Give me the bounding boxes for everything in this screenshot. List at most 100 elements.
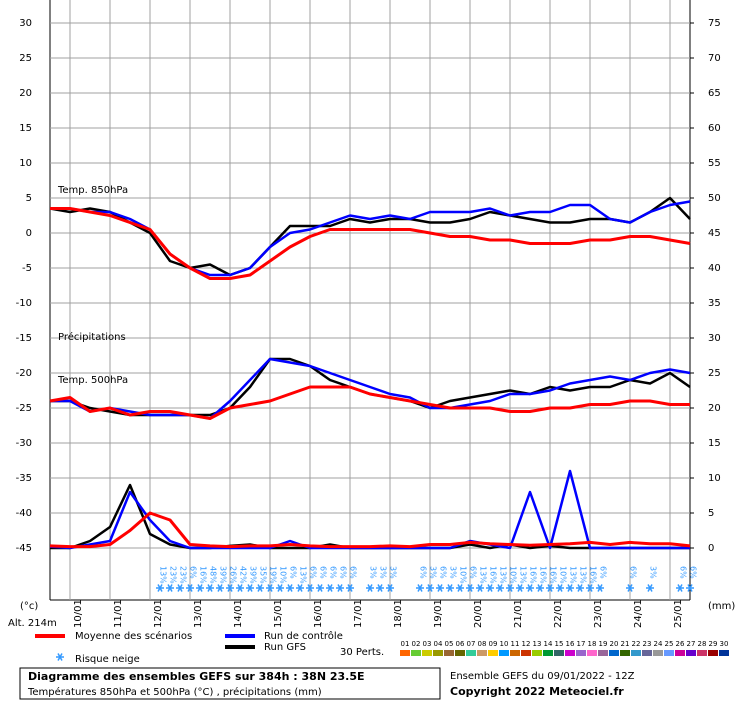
x-tick-label: 19/01 [433, 599, 444, 628]
snow-risk-label: 6% [349, 566, 358, 579]
snow-icon-ray [587, 584, 593, 592]
x-tick-label: 25/01 [673, 599, 684, 628]
precip-line [49, 511, 691, 549]
snow-icon [366, 584, 374, 592]
perturbation-label: 12 [522, 640, 531, 648]
snow-icon [176, 584, 184, 592]
y-unit: (°c) [20, 601, 38, 612]
snow-risk-label: 10% [509, 566, 518, 584]
snow-icon-ray [367, 584, 373, 592]
snow-risk-label: 10% [279, 566, 288, 584]
perturbation-label: 16 [566, 640, 575, 648]
y-tick-label: 25 [19, 53, 32, 64]
y2-tick-label: 65 [708, 88, 721, 99]
snow-icon-ray [517, 584, 523, 592]
y2-tick-label: 0 [708, 543, 714, 554]
perturbation-swatch [642, 650, 652, 656]
snow-risk-label: 6% [339, 566, 348, 579]
snow-icon-ray [567, 584, 573, 592]
legend-label: Run de contrôle [264, 630, 343, 642]
y2-unit: (mm) [708, 601, 735, 612]
snow-icon [336, 584, 344, 592]
snow-risk-label: 6% [599, 566, 608, 579]
series-lines [49, 196, 691, 550]
snow-risk-label: 13% [299, 566, 308, 584]
snow-risk-label: 16% [489, 566, 498, 584]
altitude: Alt. 214m [8, 618, 57, 629]
snow-icon-ray [447, 584, 453, 592]
perturbation-swatch [664, 650, 674, 656]
perturbation-label: 14 [544, 640, 553, 648]
snow-risk-label: 3% [369, 566, 378, 579]
snow-risk-label: 13% [479, 566, 488, 584]
snow-icon-ray [297, 584, 303, 592]
snow-icon [196, 584, 204, 592]
snow-risk-label: 3% [389, 566, 398, 579]
y2-tick-label: 15 [708, 438, 721, 449]
perturbation-swatch [576, 650, 586, 656]
snow-icon [156, 584, 164, 592]
x-tick-label: 23/01 [593, 599, 604, 628]
snow-icon [386, 584, 394, 592]
snow-icon-ray [267, 584, 273, 592]
perturbation-label: 22 [632, 640, 641, 648]
y2-tick-label: 5 [708, 508, 714, 519]
snow-icon [236, 584, 244, 592]
y-tick-label: 30 [19, 18, 32, 29]
snow-icon-ray [437, 584, 443, 592]
snow-icon-ray [477, 584, 483, 592]
snow-icon-ray [687, 584, 693, 592]
perturbation-label: 19 [599, 640, 608, 648]
snow-icon [306, 584, 314, 592]
x-tick-label: 20/01 [473, 599, 484, 628]
perturbation-label: 20 [610, 640, 619, 648]
snow-risk-label: 3% [449, 566, 458, 579]
perturbation-swatch [455, 650, 465, 656]
snow-icon [546, 584, 554, 592]
perturbation-swatch [675, 650, 685, 656]
perturbation-swatch [697, 650, 707, 656]
snow-risk-label: 39% [249, 566, 258, 584]
perturbation-label: 11 [511, 640, 520, 648]
perturbation-label: 03 [423, 640, 432, 648]
snow-risk-label: 3% [379, 566, 388, 579]
snow-icon-ray [537, 584, 543, 592]
perturbation-label: 06 [456, 640, 465, 648]
snow-icon-ray [527, 584, 533, 592]
perturbation-swatch [499, 650, 509, 656]
series-line [49, 196, 691, 277]
perturbation-label: 07 [467, 640, 476, 648]
chart-title: Diagramme des ensembles GEFS sur 384h : … [28, 670, 365, 683]
snow-icon-ray [207, 584, 213, 592]
perturbation-swatch [554, 650, 564, 656]
snow-icon-ray [217, 584, 223, 592]
snow-risk-label: 6% [629, 566, 638, 579]
snow-icon [506, 584, 514, 592]
perturbation-label: 05 [445, 640, 454, 648]
y-tick-label: -25 [16, 403, 32, 414]
legend-label: Run GFS [264, 642, 306, 653]
y2-tick-label: 40 [708, 263, 721, 274]
snow-risk-label: 13% [519, 566, 528, 584]
y-tick-label: -10 [16, 298, 32, 309]
y-tick-label: -20 [16, 368, 32, 379]
snow-icon-ray [507, 584, 513, 592]
x-tick-label: 14/01 [233, 599, 244, 628]
perturbation-swatch [510, 650, 520, 656]
perturbation-label: 27 [687, 640, 696, 648]
snow-risk-label: 13% [499, 566, 508, 584]
snow-icon [676, 584, 684, 592]
y-tick-label: -15 [16, 333, 32, 344]
perturbation-swatch [532, 650, 542, 656]
perturbation-label: 29 [709, 640, 718, 648]
snow-icon [186, 584, 194, 592]
snow-icon [246, 584, 254, 592]
legend-label: Moyenne des scénarios [75, 630, 192, 642]
snow-icon-ray [187, 584, 193, 592]
snow-icon-ray [247, 584, 253, 592]
x-tick-label: 12/01 [153, 599, 164, 628]
perturbation-swatch [444, 650, 454, 656]
perturbation-label: 30 [720, 640, 729, 648]
